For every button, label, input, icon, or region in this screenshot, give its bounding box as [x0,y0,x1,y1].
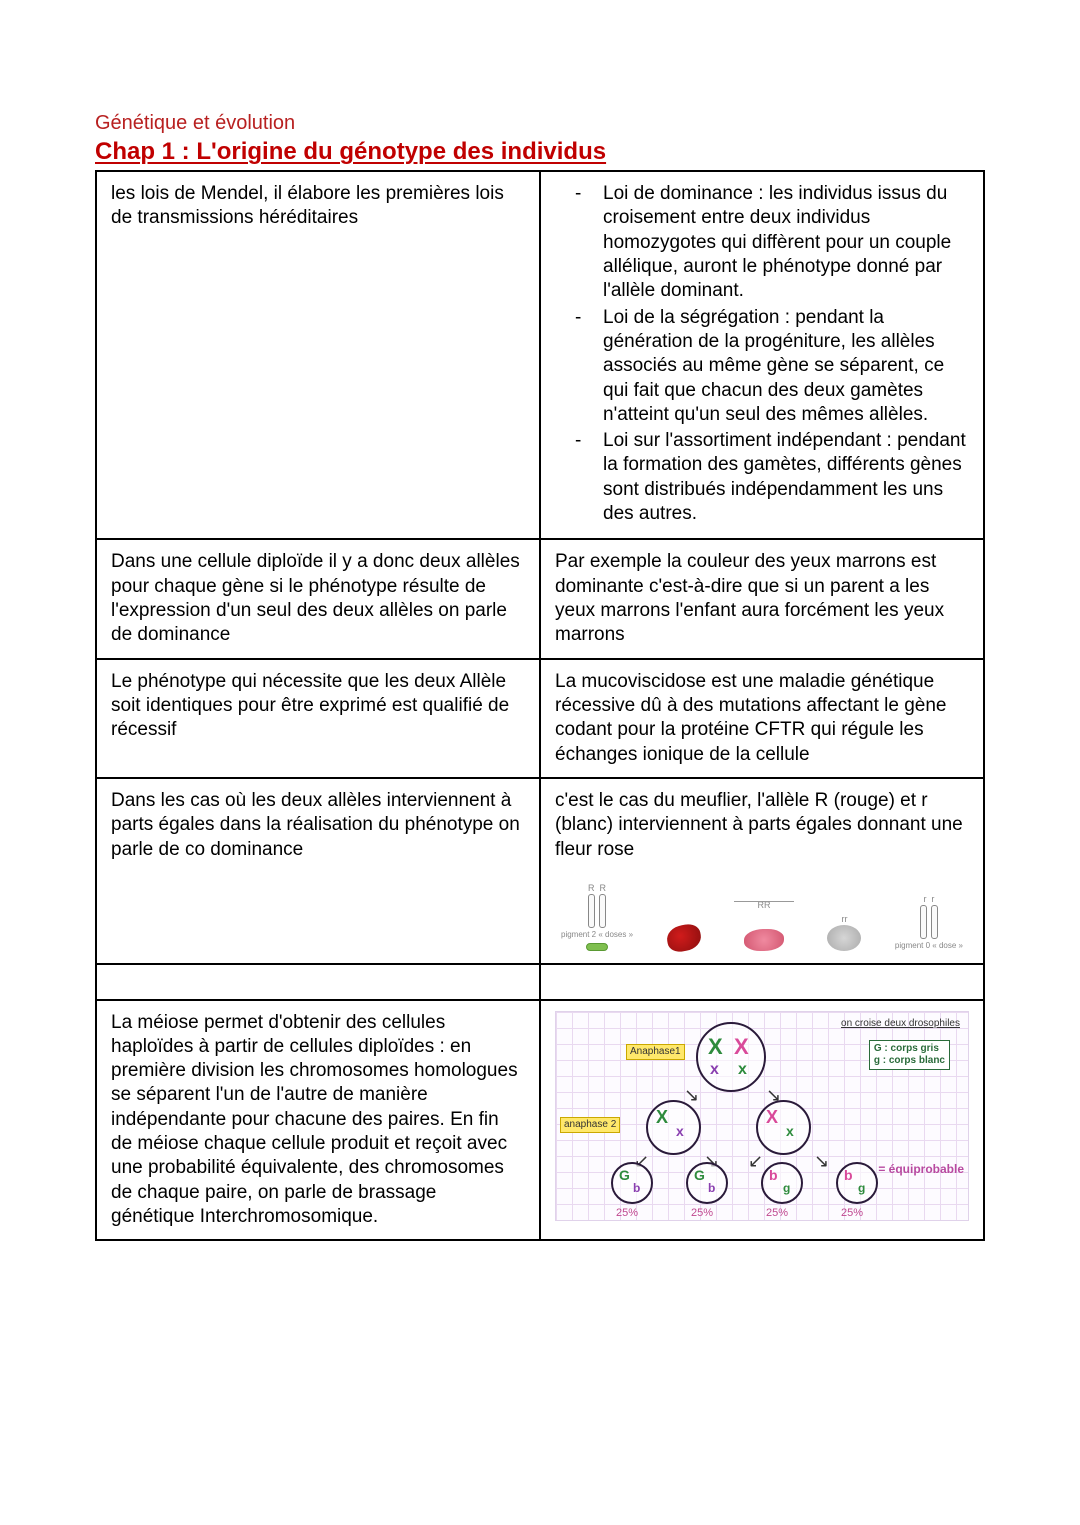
table-row: Dans une cellule diploïde il y a donc de… [96,539,984,658]
table-row: les lois de Mendel, il élabore les premi… [96,171,984,539]
list-item: Loi sur l'assortiment indépendant : pend… [603,429,969,526]
list-item: Loi de dominance : les individus issus d… [603,182,969,304]
chrom-pair-RR: R R pigment 2 « doses » [561,884,633,951]
cell-right: Par exemple la couleur des yeux marrons … [540,539,984,658]
page-title: Chap 1 : L'origine du génotype des indiv… [95,138,985,166]
gamete-4: b g [836,1162,878,1204]
flower-grey: rr [827,915,861,951]
meiosis-diagram: on croise deux drosophiles G : corps gri… [555,1011,969,1221]
cell-mid-right: X x [756,1100,811,1155]
table-row: La méiose permet d'obtenir des cellules … [96,1000,984,1241]
cell-left: Dans une cellule diploïde il y a donc de… [96,539,540,658]
cell-left: Dans les cas où les deux allèles intervi… [96,778,540,964]
diagram-topline: on croise deux drosophiles [841,1018,960,1031]
cell-mid-left: X x [646,1100,701,1155]
header-super: Génétique et évolution [95,110,985,136]
label-anaphase1: Anaphase1 [626,1044,685,1061]
diagram-legend: G : corps gris g : corps blanc [869,1040,950,1070]
gamete-1: G b [611,1162,653,1204]
cell-right: La mucoviscidose est une maladie génétiq… [540,659,984,778]
table-row: Le phénotype qui nécessite que les deux … [96,659,984,778]
cell-right: on croise deux drosophiles G : corps gri… [540,1000,984,1241]
cross-line: RR [734,901,794,951]
cell-right: c'est le cas du meuflier, l'allèle R (ro… [540,778,984,964]
label-equiprobable: = équiprobable [878,1162,964,1177]
chrom-pair-rr: r r pigment 0 « dose » [895,895,963,951]
label-anaphase2: anaphase 2 [560,1117,620,1134]
gamete-3: b g [761,1162,803,1204]
codominance-diagram: R R pigment 2 « doses » RR rr [555,878,969,953]
list-item: Loi de la ségrégation : pendant la génér… [603,306,969,428]
cell-left: Le phénotype qui nécessite que les deux … [96,659,540,778]
codom-left-caption: pigment 2 « doses » [561,931,633,940]
cell-right-text: c'est le cas du meuflier, l'allèle R (ro… [555,789,969,862]
notes-table: les lois de Mendel, il élabore les premi… [95,170,985,1241]
law-list: Loi de dominance : les individus issus d… [555,182,969,526]
codom-right-caption: pigment 0 « dose » [895,942,963,951]
cell-left: les lois de Mendel, il élabore les premi… [96,171,540,539]
spacer-row [96,964,984,1000]
flower-red [667,925,701,951]
cell-anaphase1: X X x x [696,1022,766,1092]
cell-left: La méiose permet d'obtenir des cellules … [96,1000,540,1241]
table-row: Dans les cas où les deux allèles intervi… [96,778,984,964]
gamete-2: G b [686,1162,728,1204]
cell-right: Loi de dominance : les individus issus d… [540,171,984,539]
